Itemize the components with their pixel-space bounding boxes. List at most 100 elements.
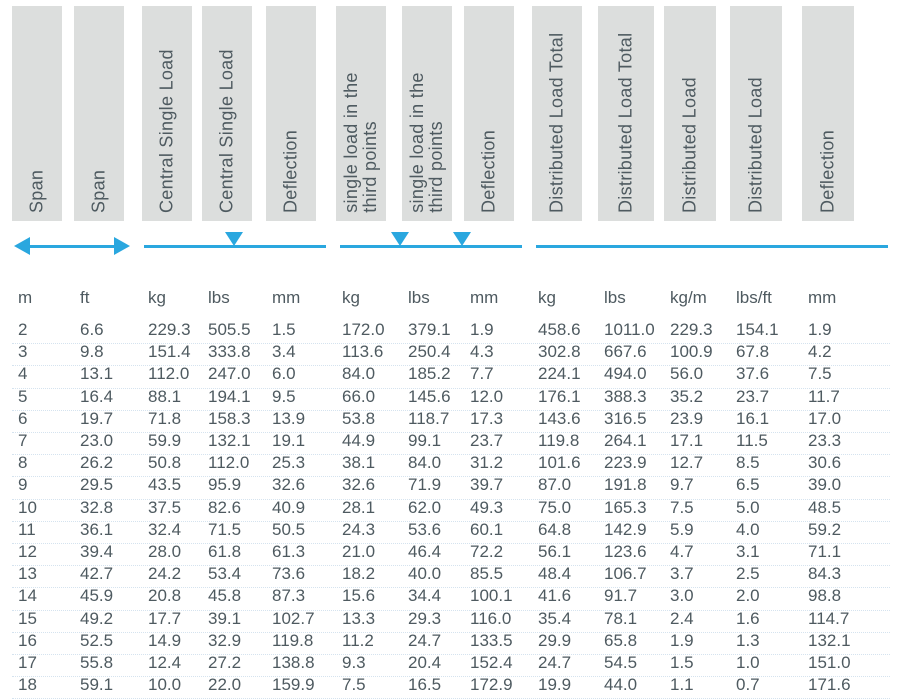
cell-dlt_lbs: 264.1 bbox=[604, 431, 647, 451]
cell-dl_lbsft: 8.5 bbox=[736, 453, 760, 473]
cell-csl_lbs: 61.8 bbox=[208, 542, 241, 562]
cell-dlt_lbs: 78.1 bbox=[604, 609, 637, 629]
unit-tp_kg: kg bbox=[342, 288, 360, 308]
arrow-down-icon bbox=[453, 232, 471, 246]
cell-dlt_lbs: 667.6 bbox=[604, 342, 647, 362]
cell-dl_kgm: 3.7 bbox=[670, 564, 694, 584]
cell-dl_kgm: 7.5 bbox=[670, 498, 694, 518]
cell-span_m: 16 bbox=[18, 631, 37, 651]
cell-csl_def: 3.4 bbox=[272, 342, 296, 362]
cell-dlt_lbs: 165.3 bbox=[604, 498, 647, 518]
cell-csl_def: 25.3 bbox=[272, 453, 305, 473]
table-row: 723.059.9132.119.144.999.123.7119.8264.1… bbox=[0, 431, 902, 453]
cell-dl_def: 7.5 bbox=[808, 364, 832, 384]
cell-csl_kg: 10.0 bbox=[148, 675, 181, 695]
table-row: 1652.514.932.9119.811.224.7133.529.965.8… bbox=[0, 631, 902, 653]
header-label: Span bbox=[27, 170, 48, 213]
cell-csl_lbs: 39.1 bbox=[208, 609, 241, 629]
cell-dlt_kg: 119.8 bbox=[538, 431, 579, 451]
cell-tp_def: 17.3 bbox=[470, 409, 503, 429]
header-label: Distributed Load bbox=[746, 77, 767, 213]
cell-span_ft: 59.1 bbox=[80, 675, 113, 695]
cell-dl_def: 71.1 bbox=[808, 542, 841, 562]
cell-tp_lbs: 40.0 bbox=[408, 564, 441, 584]
cell-csl_def: 1.5 bbox=[272, 320, 296, 340]
cell-csl_lbs: 71.5 bbox=[208, 520, 241, 540]
arrow-right-icon bbox=[114, 237, 130, 255]
cell-csl_kg: 59.9 bbox=[148, 431, 181, 451]
table-row: 1136.132.471.550.524.353.660.164.8142.95… bbox=[0, 520, 902, 542]
unit-dlt_kg: kg bbox=[538, 288, 556, 308]
cell-tp_lbs: 379.1 bbox=[408, 320, 451, 340]
cell-tp_kg: 21.0 bbox=[342, 542, 375, 562]
cell-csl_lbs: 27.2 bbox=[208, 653, 241, 673]
cell-dl_kgm: 2.4 bbox=[670, 609, 694, 629]
table-row: 1445.920.845.887.315.634.4100.141.691.73… bbox=[0, 586, 902, 608]
cell-tp_def: 133.5 bbox=[470, 631, 513, 651]
cell-dl_def: 151.0 bbox=[808, 653, 851, 673]
cell-tp_def: 72.2 bbox=[470, 542, 503, 562]
divider-line-0 bbox=[28, 245, 116, 248]
cell-span_m: 7 bbox=[18, 431, 27, 451]
cell-dl_kgm: 4.7 bbox=[670, 542, 694, 562]
cell-tp_def: 31.2 bbox=[470, 453, 503, 473]
arrow-left-icon bbox=[14, 237, 30, 255]
cell-dlt_lbs: 494.0 bbox=[604, 364, 647, 384]
header-label: single load in thethird points bbox=[342, 13, 380, 213]
cell-tp_def: 49.3 bbox=[470, 498, 503, 518]
unit-tp_def: mm bbox=[470, 288, 498, 308]
cell-dlt_kg: 176.1 bbox=[538, 387, 581, 407]
cell-dlt_lbs: 91.7 bbox=[604, 586, 637, 606]
cell-dlt_kg: 302.8 bbox=[538, 342, 581, 362]
cell-span_ft: 29.5 bbox=[80, 475, 113, 495]
unit-dl_def: mm bbox=[808, 288, 836, 308]
cell-csl_lbs: 247.0 bbox=[208, 364, 251, 384]
cell-span_ft: 9.8 bbox=[80, 342, 104, 362]
cell-dlt_lbs: 65.8 bbox=[604, 631, 637, 651]
cell-tp_lbs: 145.6 bbox=[408, 387, 451, 407]
cell-span_m: 8 bbox=[18, 453, 27, 473]
cell-csl_kg: 12.4 bbox=[148, 653, 181, 673]
cell-dl_def: 84.3 bbox=[808, 564, 841, 584]
cell-csl_kg: 17.7 bbox=[148, 609, 181, 629]
cell-tp_kg: 53.8 bbox=[342, 409, 375, 429]
unit-dl_lbsft: lbs/ft bbox=[736, 288, 772, 308]
cell-dlt_kg: 41.6 bbox=[538, 586, 571, 606]
header-tp_kg: single load in thethird points bbox=[336, 6, 386, 221]
cell-span_ft: 32.8 bbox=[80, 498, 113, 518]
table-row: 1755.812.427.2138.89.320.4152.424.754.51… bbox=[0, 653, 902, 675]
cell-span_ft: 6.6 bbox=[80, 320, 104, 340]
header-tp_def: Deflection bbox=[464, 6, 514, 221]
cell-csl_lbs: 333.8 bbox=[208, 342, 251, 362]
cell-csl_kg: 32.4 bbox=[148, 520, 181, 540]
cell-dl_def: 171.6 bbox=[808, 675, 851, 695]
cell-csl_def: 61.3 bbox=[272, 542, 305, 562]
cell-csl_lbs: 53.4 bbox=[208, 564, 241, 584]
cell-dlt_lbs: 54.5 bbox=[604, 653, 637, 673]
cell-tp_def: 116.0 bbox=[470, 609, 511, 629]
cell-dl_def: 98.8 bbox=[808, 586, 841, 606]
cell-csl_kg: 151.4 bbox=[148, 342, 191, 362]
cell-dlt_lbs: 1011.0 bbox=[604, 320, 655, 340]
cell-dl_def: 39.0 bbox=[808, 475, 841, 495]
cell-csl_lbs: 132.1 bbox=[208, 431, 251, 451]
divider-line-2 bbox=[340, 245, 522, 248]
cell-dl_kgm: 1.1 bbox=[670, 675, 694, 695]
cell-csl_kg: 71.8 bbox=[148, 409, 181, 429]
header-csl_lbs: Central Single Load bbox=[202, 6, 252, 221]
header-label: Deflection bbox=[479, 130, 500, 213]
cell-span_m: 15 bbox=[18, 609, 37, 629]
cell-tp_lbs: 29.3 bbox=[408, 609, 441, 629]
cell-tp_def: 152.4 bbox=[470, 653, 513, 673]
cell-tp_lbs: 53.6 bbox=[408, 520, 441, 540]
cell-dlt_lbs: 223.9 bbox=[604, 453, 647, 473]
cell-dlt_lbs: 106.7 bbox=[604, 564, 647, 584]
cell-tp_lbs: 34.4 bbox=[408, 586, 441, 606]
cell-span_m: 6 bbox=[18, 409, 27, 429]
header-dlt_lbs: Distributed Load Total bbox=[598, 6, 654, 221]
cell-dl_lbsft: 154.1 bbox=[736, 320, 779, 340]
cell-dl_kgm: 12.7 bbox=[670, 453, 703, 473]
cell-csl_def: 40.9 bbox=[272, 498, 305, 518]
cell-dlt_lbs: 316.5 bbox=[604, 409, 647, 429]
cell-csl_def: 19.1 bbox=[272, 431, 305, 451]
